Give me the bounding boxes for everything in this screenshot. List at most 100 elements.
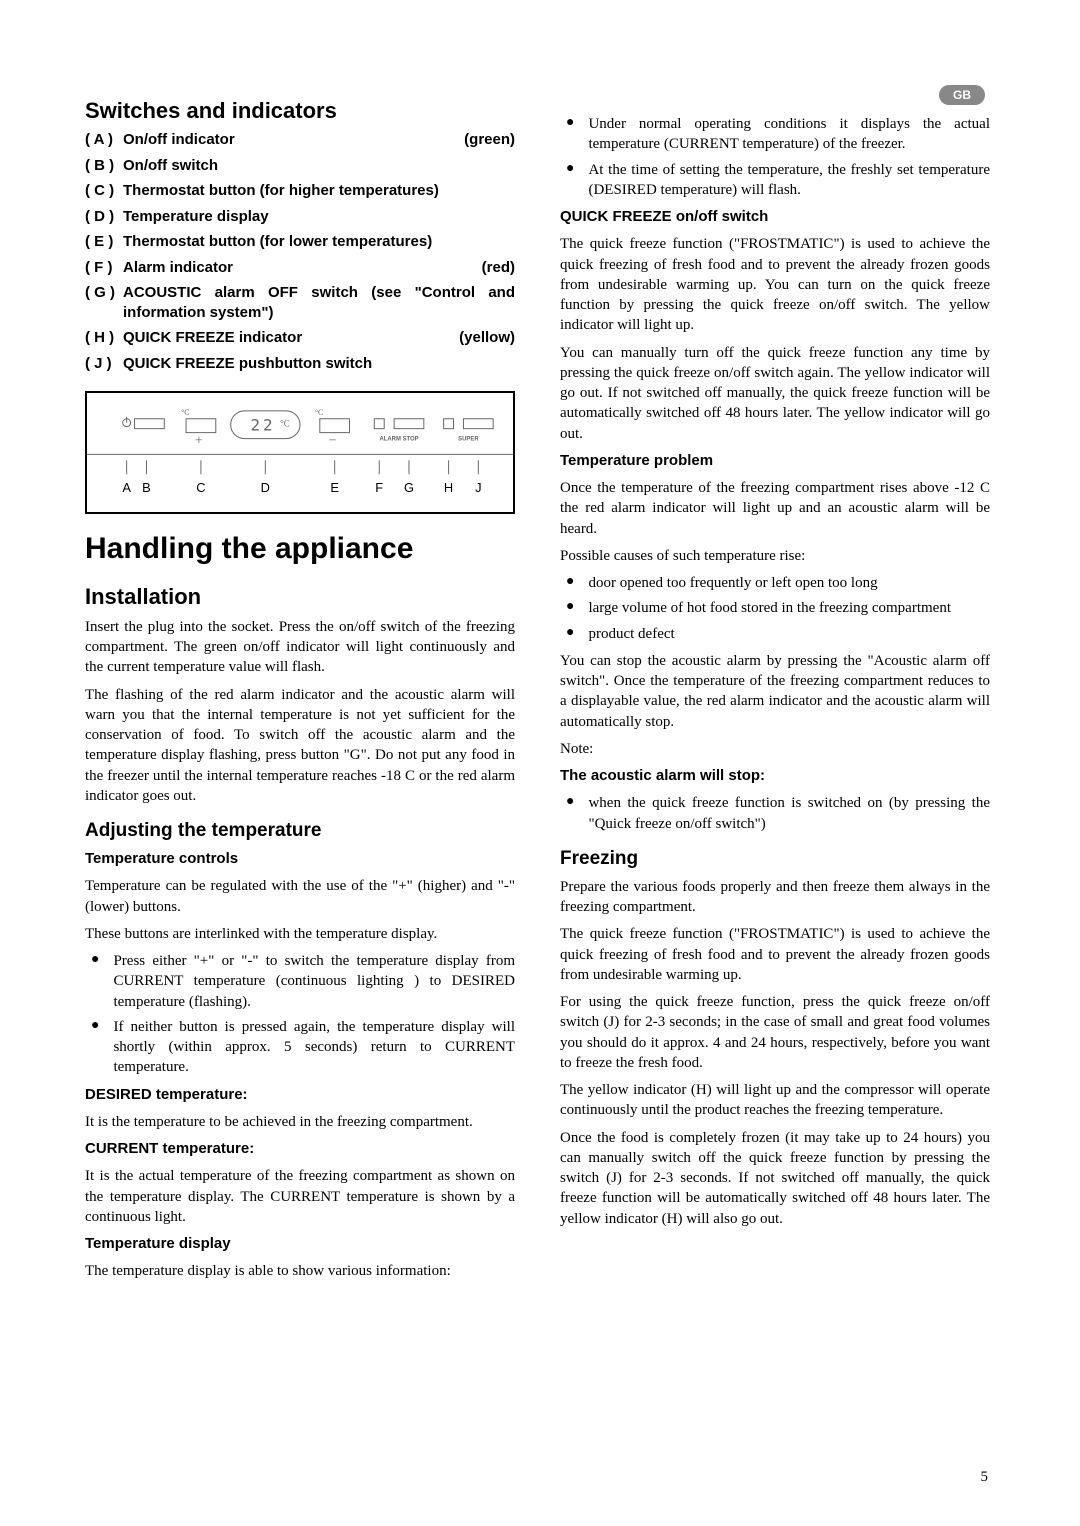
fz-p2: The quick freeze function ("FROSTMATIC")… xyxy=(560,924,990,985)
switch-item-b: ( B ) On/off switch xyxy=(85,156,515,176)
switch-desc: QUICK FREEZE pushbutton switch xyxy=(123,354,515,374)
switch-key: ( G ) xyxy=(85,283,123,322)
right-column: Under normal operating conditions it dis… xyxy=(560,80,990,1289)
current-p: It is the actual temperature of the free… xyxy=(85,1166,515,1227)
bullet-text: when the quick freeze function is switch… xyxy=(588,793,990,834)
tp-bullets: door opened too frequently or left open … xyxy=(560,573,990,644)
switch-desc: Thermostat button (for higher temperatur… xyxy=(123,181,515,201)
desired-p: It is the temperature to be achieved in … xyxy=(85,1112,515,1132)
switch-desc: On/off indicator xyxy=(123,130,454,150)
bullet-text: product defect xyxy=(588,624,990,644)
svg-text:G: G xyxy=(404,480,414,495)
switch-desc: QUICK FREEZE indicator xyxy=(123,328,449,348)
bullet-item: If neither button is pressed again, the … xyxy=(85,1017,515,1078)
bullet-item: large volume of hot food stored in the f… xyxy=(560,598,990,618)
bullet-text: If neither button is pressed again, the … xyxy=(113,1017,515,1078)
svg-text:J: J xyxy=(475,480,481,495)
tp-p2: Possible causes of such temperature rise… xyxy=(560,546,990,566)
bullet-item: when the quick freeze function is switch… xyxy=(560,793,990,834)
control-panel-diagram: °C + 22 °C °C − ALARM STOP SUPER xyxy=(85,391,515,514)
switch-desc: ACOUSTIC alarm OFF switch (see "Control … xyxy=(123,283,515,322)
switch-item-f: ( F ) Alarm indicator (red) xyxy=(85,258,515,278)
svg-text:22: 22 xyxy=(250,416,275,435)
svg-text:D: D xyxy=(261,480,270,495)
qf-p2: You can manually turn off the quick free… xyxy=(560,343,990,444)
switch-key: ( A ) xyxy=(85,130,123,150)
switch-desc: Thermostat button (for lower temperature… xyxy=(123,232,515,252)
switch-item-j: ( J ) QUICK FREEZE pushbutton switch xyxy=(85,354,515,374)
switch-item-h: ( H ) QUICK FREEZE indicator (yellow) xyxy=(85,328,515,348)
adjusting-heading: Adjusting the temperature xyxy=(85,820,515,842)
bullet-item: Under normal operating conditions it dis… xyxy=(560,114,990,155)
content-columns: Switches and indicators ( A ) On/off ind… xyxy=(85,80,995,1289)
qf-p1: The quick freeze function ("FROSTMATIC")… xyxy=(560,234,990,335)
svg-text:°C: °C xyxy=(315,408,323,417)
svg-text:+: + xyxy=(195,433,203,448)
svg-text:H: H xyxy=(444,480,453,495)
freezing-heading: Freezing xyxy=(560,848,990,870)
switch-key: ( D ) xyxy=(85,207,123,227)
fz-p5: Once the food is completely frozen (it m… xyxy=(560,1128,990,1229)
switch-desc: On/off switch xyxy=(123,156,515,176)
tc-p1: Temperature can be regulated with the us… xyxy=(85,876,515,917)
note-bullets: when the quick freeze function is switch… xyxy=(560,793,990,834)
svg-text:°C: °C xyxy=(280,419,290,429)
tc-p2: These buttons are interlinked with the t… xyxy=(85,924,515,944)
switch-key: ( H ) xyxy=(85,328,123,348)
switch-item-g: ( G ) ACOUSTIC alarm OFF switch (see "Co… xyxy=(85,283,515,322)
svg-text:−: − xyxy=(329,433,337,448)
install-p1: Insert the plug into the socket. Press t… xyxy=(85,617,515,678)
tc-bullets: Press either "+" or "-" to switch the te… xyxy=(85,951,515,1078)
switch-item-d: ( D ) Temperature display xyxy=(85,207,515,227)
switches-heading: Switches and indicators xyxy=(85,98,515,124)
switches-list: ( A ) On/off indicator (green) ( B ) On/… xyxy=(85,130,515,373)
bullet-item: Press either "+" or "-" to switch the te… xyxy=(85,951,515,1012)
bullet-text: At the time of setting the temperature, … xyxy=(588,160,990,201)
switch-item-a: ( A ) On/off indicator (green) xyxy=(85,130,515,150)
tp-p1: Once the temperature of the freezing com… xyxy=(560,478,990,539)
switch-item-e: ( E ) Thermostat button (for lower tempe… xyxy=(85,232,515,252)
fz-p3: For using the quick freeze function, pre… xyxy=(560,992,990,1073)
switch-desc: Alarm indicator xyxy=(123,258,472,278)
handling-heading: Handling the appliance xyxy=(85,532,515,566)
svg-text:A: A xyxy=(122,480,131,495)
switch-desc: Temperature display xyxy=(123,207,515,227)
language-badge: GB xyxy=(939,85,985,105)
switch-key: ( B ) xyxy=(85,156,123,176)
note: Note: xyxy=(560,739,990,759)
svg-text:°C: °C xyxy=(181,408,189,417)
installation-heading: Installation xyxy=(85,584,515,610)
current-head: CURRENT temperature: xyxy=(85,1139,515,1159)
td-p: The temperature display is able to show … xyxy=(85,1261,515,1281)
td-head: Temperature display xyxy=(85,1234,515,1254)
top-bullets: Under normal operating conditions it dis… xyxy=(560,114,990,200)
svg-text:B: B xyxy=(142,480,151,495)
bullet-text: large volume of hot food stored in the f… xyxy=(588,598,990,618)
page-number: 5 xyxy=(981,1469,989,1486)
switch-key: ( J ) xyxy=(85,354,123,374)
fz-p1: Prepare the various foods properly and t… xyxy=(560,877,990,918)
bullet-item: door opened too frequently or left open … xyxy=(560,573,990,593)
svg-text:F: F xyxy=(375,480,383,495)
fz-p4: The yellow indicator (H) will light up a… xyxy=(560,1080,990,1121)
switch-color: (green) xyxy=(454,130,515,150)
temp-controls-head: Temperature controls xyxy=(85,849,515,869)
bullet-text: door opened too frequently or left open … xyxy=(588,573,990,593)
switch-color: (yellow) xyxy=(449,328,515,348)
qf-head: QUICK FREEZE on/off switch xyxy=(560,207,990,227)
svg-text:ALARM STOP: ALARM STOP xyxy=(379,437,418,443)
tp-p3: You can stop the acoustic alarm by press… xyxy=(560,651,990,732)
bullet-item: product defect xyxy=(560,624,990,644)
svg-text:E: E xyxy=(330,480,339,495)
bullet-text: Under normal operating conditions it dis… xyxy=(588,114,990,155)
switch-item-c: ( C ) Thermostat button (for higher temp… xyxy=(85,181,515,201)
left-column: Switches and indicators ( A ) On/off ind… xyxy=(85,80,515,1289)
install-p2: The flashing of the red alarm indicator … xyxy=(85,685,515,807)
note-bold: The acoustic alarm will stop: xyxy=(560,766,990,786)
bullet-item: At the time of setting the temperature, … xyxy=(560,160,990,201)
switch-key: ( F ) xyxy=(85,258,123,278)
tp-head: Temperature problem xyxy=(560,451,990,471)
desired-head: DESIRED temperature: xyxy=(85,1085,515,1105)
svg-text:SUPER: SUPER xyxy=(458,437,479,443)
switch-key: ( E ) xyxy=(85,232,123,252)
